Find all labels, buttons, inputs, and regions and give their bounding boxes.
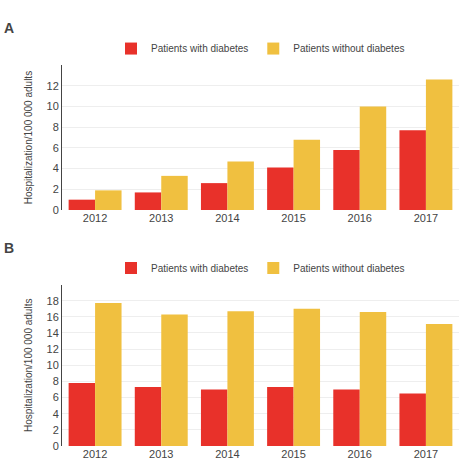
svg-text:10: 10 bbox=[47, 359, 59, 371]
svg-text:12: 12 bbox=[47, 343, 59, 355]
svg-text:8: 8 bbox=[53, 375, 59, 387]
svg-text:6: 6 bbox=[53, 391, 59, 403]
svg-text:Patients with diabetes: Patients with diabetes bbox=[151, 263, 248, 274]
svg-text:2016: 2016 bbox=[348, 448, 372, 460]
svg-text:2012: 2012 bbox=[83, 448, 107, 460]
svg-text:8: 8 bbox=[53, 121, 59, 133]
svg-text:0: 0 bbox=[53, 440, 59, 452]
svg-text:2016: 2016 bbox=[348, 212, 372, 224]
svg-text:2014: 2014 bbox=[215, 448, 239, 460]
svg-text:B: B bbox=[4, 240, 14, 256]
svg-text:2014: 2014 bbox=[215, 212, 239, 224]
svg-text:4: 4 bbox=[53, 162, 59, 174]
svg-text:2013: 2013 bbox=[149, 448, 173, 460]
svg-text:Patients without diabetes: Patients without diabetes bbox=[293, 263, 404, 274]
svg-text:14: 14 bbox=[47, 327, 59, 339]
svg-text:4: 4 bbox=[53, 408, 59, 420]
svg-text:2015: 2015 bbox=[281, 212, 305, 224]
svg-text:Hospitalization/100 000 adults: Hospitalization/100 000 adults bbox=[23, 71, 34, 204]
svg-text:18: 18 bbox=[47, 295, 59, 307]
svg-text:Patients without diabetes: Patients without diabetes bbox=[293, 43, 404, 54]
svg-text:2017: 2017 bbox=[414, 448, 438, 460]
svg-text:12: 12 bbox=[47, 80, 59, 92]
svg-text:Patients with diabetes: Patients with diabetes bbox=[151, 43, 248, 54]
svg-text:2013: 2013 bbox=[149, 212, 173, 224]
svg-text:Hospitalization/100 000 adults: Hospitalization/100 000 adults bbox=[23, 299, 34, 432]
svg-text:6: 6 bbox=[53, 142, 59, 154]
svg-text:16: 16 bbox=[47, 311, 59, 323]
svg-text:0: 0 bbox=[53, 204, 59, 216]
svg-text:2015: 2015 bbox=[281, 448, 305, 460]
svg-text:2012: 2012 bbox=[83, 212, 107, 224]
svg-text:10: 10 bbox=[47, 100, 59, 112]
svg-text:2: 2 bbox=[53, 424, 59, 436]
svg-text:A: A bbox=[4, 20, 14, 36]
svg-text:2017: 2017 bbox=[414, 212, 438, 224]
svg-text:2: 2 bbox=[53, 183, 59, 195]
